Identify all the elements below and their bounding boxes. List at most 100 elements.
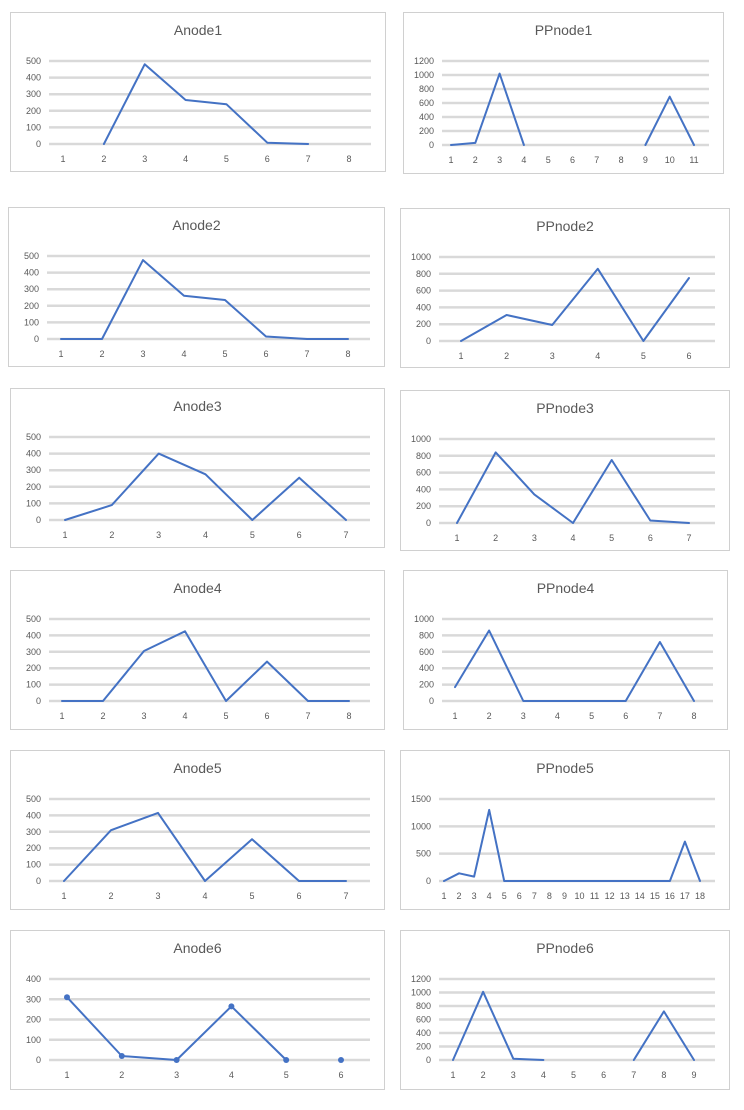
x-tick-label: 4 [229,1070,234,1080]
x-tick-label: 3 [141,711,146,721]
chart-anode5: Anode5 0 100 200 300 400 500 1 2 3 4 5 6 7 [10,750,385,910]
x-tick-label: 3 [550,351,555,361]
series-line [66,996,288,1061]
chart-svg: Anode3 0 100 200 300 400 500 1 2 3 4 5 6 7 [26,398,370,540]
x-tick-label: 9 [643,155,648,165]
y-tick-label: 300 [26,465,41,475]
x-tick-label: 5 [641,351,646,361]
x-tick-label: 3 [472,891,477,901]
x-tick-label: 3 [156,530,161,540]
series-line [63,811,347,882]
chart-svg: Anode2 0 100 200 300 400 500 1 2 3 4 5 6 7 8 [24,217,370,359]
chart-svg: PPnode1 0 200 400 600 800 1000 1200 1 2 3 4 5 6 7 8 9 10 1… [414,22,709,165]
x-tick-label: 16 [665,891,675,901]
y-tick-label: 800 [416,269,431,279]
x-tick-label: 10 [575,891,585,901]
x-tick-label: 7 [657,711,662,721]
x-tick-label: 5 [502,891,507,901]
x-tick-label: 11 [590,891,599,901]
x-tick-label: 6 [570,155,575,165]
series-line [460,267,690,342]
y-tick-label: 100 [26,498,41,508]
y-tick-label: 300 [26,647,41,657]
y-tick-label: 1000 [411,988,431,998]
y-tick-label: 300 [26,89,41,99]
x-tick-label: 4 [203,530,208,540]
y-tick-label: 200 [26,1015,41,1025]
y-tick-label: 400 [416,484,431,494]
x-tick-label: 5 [224,154,229,164]
y-tick-label: 800 [416,1001,431,1011]
chart-ppnode3: PPnode3 0 200 400 600 800 1000 1 2 3 4 5 6 7 [400,390,730,551]
y-tick-label: 600 [416,1015,431,1025]
chart-title: PPnode2 [536,218,594,234]
y-tick-label: 0 [36,696,41,706]
y-tick-label: 600 [419,98,434,108]
chart-svg: Anode4 0 100 200 300 400 500 1 2 3 4 5 6 7 8 [26,580,370,721]
y-tick-label: 400 [416,302,431,312]
x-tick-label: 4 [595,351,600,361]
x-tick-label: 2 [457,891,462,901]
y-tick-label: 0 [426,336,431,346]
chart-svg: PPnode6 0 200 400 600 800 1000 1200 1 2 3 4 5 6 7 8 9 [411,940,715,1080]
x-tick-label: 4 [183,154,188,164]
y-tick-label: 600 [419,647,434,657]
series-line [61,630,350,702]
x-tick-label: 5 [250,530,255,540]
x-tick-label: 6 [601,1070,606,1080]
y-tick-label: 400 [26,974,41,984]
x-tick-label: 2 [119,1070,124,1080]
chart-title: Anode2 [172,217,220,233]
chart-anode3: Anode3 0 100 200 300 400 500 1 2 3 4 5 6 7 [10,388,385,548]
series-line [64,452,347,521]
x-tick-label: 2 [108,891,113,901]
y-tick-label: 500 [24,251,39,261]
x-tick-label: 8 [346,711,351,721]
y-tick-label: 200 [416,501,431,511]
y-tick-label: 100 [26,122,41,132]
y-tick-label: 0 [426,1055,431,1065]
y-tick-label: 600 [416,468,431,478]
chart-svg: PPnode3 0 200 400 600 800 1000 1 2 3 4 5 6 7 [411,400,715,543]
y-tick-label: 0 [36,139,41,149]
x-tick-label: 8 [619,155,624,165]
y-tick-label: 100 [26,1035,41,1045]
x-tick-label: 5 [609,533,614,543]
y-tick-label: 200 [26,663,41,673]
x-tick-label: 17 [680,891,690,901]
y-tick-label: 400 [26,630,41,640]
chart-title: Anode6 [173,940,221,956]
x-tick-label: 2 [493,533,498,543]
y-tick-label: 100 [26,860,41,870]
x-tick-label: 3 [532,533,537,543]
y-tick-label: 0 [426,518,431,528]
chart-title: Anode3 [173,398,221,414]
x-tick-label: 4 [570,533,575,543]
x-tick-label: 4 [202,891,207,901]
x-tick-label: 5 [571,1070,576,1080]
chart-title: PPnode4 [537,580,595,596]
x-tick-label: 3 [142,154,147,164]
y-tick-label: 1000 [411,821,431,831]
x-tick-label: 1 [458,351,463,361]
y-tick-label: 100 [24,317,39,327]
y-tick-label: 200 [416,319,431,329]
x-tick-label: 1 [62,530,67,540]
x-tick-label: 4 [181,349,186,359]
x-tick-label: 8 [346,154,351,164]
chart-title: Anode5 [173,760,221,776]
x-tick-label: 11 [689,155,698,165]
x-tick-label: 9 [562,891,567,901]
x-tick-label: 7 [305,711,310,721]
x-tick-label: 2 [473,155,478,165]
y-tick-label: 200 [419,680,434,690]
series-line [454,629,695,702]
x-tick-label: 12 [605,891,615,901]
series-line [452,990,545,1061]
series-line [60,259,349,340]
x-tick-label: 7 [532,891,537,901]
y-tick-label: 1500 [411,794,431,804]
y-tick-label: 800 [416,451,431,461]
x-tick-label: 2 [99,349,104,359]
